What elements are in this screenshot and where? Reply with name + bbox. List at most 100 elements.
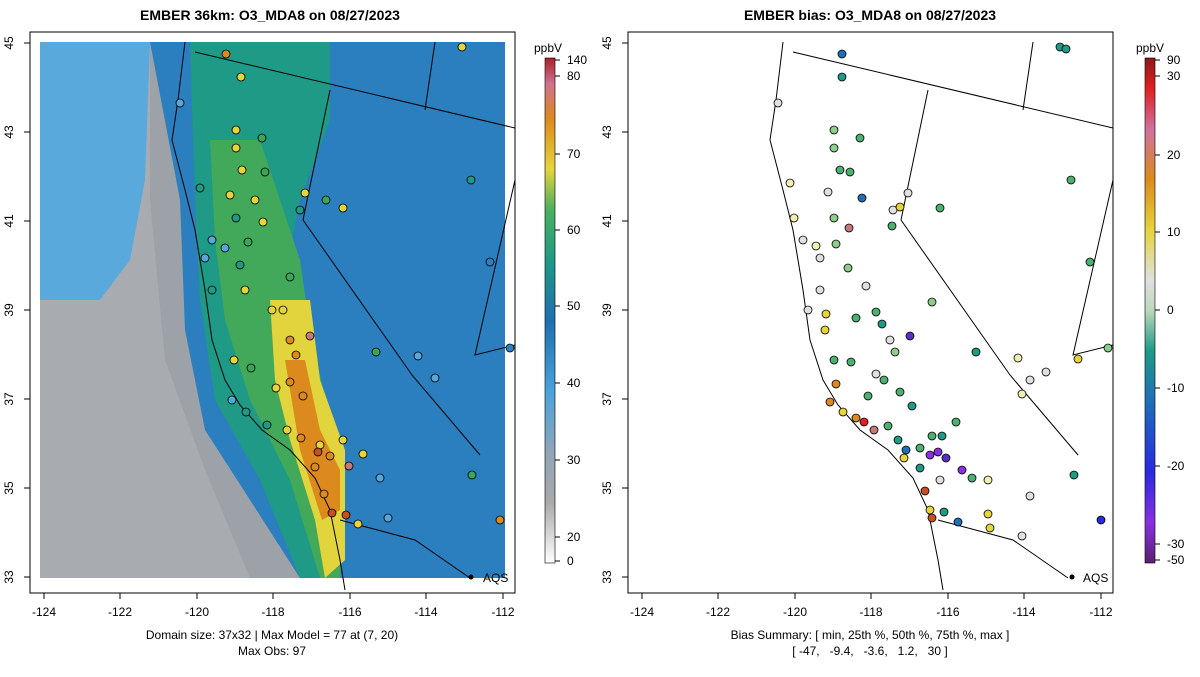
right-border-north xyxy=(792,51,1113,129)
obs-point xyxy=(278,305,288,315)
bias-point xyxy=(887,221,897,231)
obs-point xyxy=(296,433,306,443)
bias-point xyxy=(925,505,935,515)
bias-point xyxy=(837,49,847,59)
aqs-marker xyxy=(1069,574,1075,580)
bias-point xyxy=(773,98,783,108)
bias-point xyxy=(920,486,930,496)
y-tick-label: 37 xyxy=(600,392,614,406)
obs-point xyxy=(285,335,295,345)
y-tick-label: 45 xyxy=(2,36,16,50)
obs-point xyxy=(300,188,310,198)
bias-point xyxy=(1085,257,1095,267)
bias-point xyxy=(903,188,913,198)
bias-point xyxy=(798,235,808,245)
obs-point xyxy=(225,190,235,200)
bias-point xyxy=(983,509,993,519)
bias-point xyxy=(971,347,981,357)
bias-point xyxy=(901,445,911,455)
obs-point xyxy=(240,285,250,295)
obs-point xyxy=(285,377,295,387)
obs-point xyxy=(375,473,385,483)
y-tick-label: 43 xyxy=(600,125,614,139)
bias-point xyxy=(831,379,841,389)
model-grid-northwest-sea xyxy=(40,42,150,300)
x-tick-label: -124 xyxy=(32,605,56,619)
bias-point xyxy=(1041,367,1051,377)
bias-point xyxy=(1096,515,1106,525)
obs-point xyxy=(358,449,368,459)
bias-point xyxy=(1061,44,1071,54)
obs-point xyxy=(505,343,515,353)
bias-point xyxy=(820,325,830,335)
y-tick-label: 35 xyxy=(2,481,16,495)
obs-point xyxy=(325,451,335,461)
obs-point xyxy=(195,183,205,193)
obs-point xyxy=(260,167,270,177)
left-border-ca-nv xyxy=(302,219,481,456)
bias-point xyxy=(905,331,915,341)
bias-point xyxy=(935,475,945,485)
bias-point xyxy=(851,413,861,423)
x-tick-label: -122 xyxy=(706,605,730,619)
obs-point xyxy=(298,391,308,401)
bias-point xyxy=(844,223,854,233)
obs-point xyxy=(495,515,505,525)
bias-point xyxy=(1025,375,1035,385)
left-coastline xyxy=(171,41,346,591)
bias-point xyxy=(1017,389,1027,399)
x-tick-label: -124 xyxy=(630,605,654,619)
obs-point xyxy=(313,447,323,457)
colorbar-tick-label: 10 xyxy=(1167,225,1181,239)
obs-point xyxy=(237,165,247,175)
bias-point xyxy=(915,443,925,453)
model-grid-orange-core xyxy=(285,360,340,520)
obs-point xyxy=(467,470,477,480)
obs-point xyxy=(257,133,267,143)
y-tick-label: 37 xyxy=(2,392,16,406)
bias-point xyxy=(907,401,917,411)
obs-point xyxy=(353,519,363,529)
x-tick-label: -118 xyxy=(261,605,284,619)
left-footer-line1: Domain size: 37x32 | Max Model = 77 at (… xyxy=(146,628,398,642)
colorbar-tick-label: 0 xyxy=(1167,303,1174,317)
bias-point xyxy=(953,517,963,527)
bias-point xyxy=(835,165,845,175)
right-footer-line1: Bias Summary: [ min, 25th %, 50th %, 75t… xyxy=(731,628,1010,642)
obs-point xyxy=(236,72,246,82)
obs-point xyxy=(200,253,210,263)
bias-point xyxy=(899,453,909,463)
obs-point xyxy=(207,285,217,295)
colorbar-tick-label: 30 xyxy=(1167,69,1181,83)
y-tick-label: 41 xyxy=(600,214,614,228)
colorbar-tick-label: 0 xyxy=(567,554,574,568)
bias-point xyxy=(925,450,935,460)
right-border-idaho xyxy=(1022,41,1034,111)
right-footer-line2: [ -47, -9.4, -3.6, 1.2, 30 ] xyxy=(792,644,947,658)
obs-point xyxy=(262,420,272,430)
bias-point xyxy=(985,523,995,533)
colorbar-tick-label: 90 xyxy=(1167,53,1181,67)
obs-point xyxy=(371,347,381,357)
bias-point xyxy=(1103,343,1113,353)
bias-point xyxy=(855,133,865,143)
right-x-axis: -124 -122 -120 -118 -116 -114 -112 xyxy=(630,592,1113,619)
left-map: AQS xyxy=(29,31,516,594)
bias-point xyxy=(838,407,848,417)
obs-point xyxy=(250,195,260,205)
obs-point xyxy=(246,363,256,373)
obs-point xyxy=(327,508,337,518)
colorbar-tick-label: 20 xyxy=(1167,148,1181,162)
bias-point xyxy=(1013,353,1023,363)
bias-point xyxy=(859,417,869,427)
right-plot-frame xyxy=(627,31,1114,594)
right-coastline xyxy=(769,41,944,591)
left-panel-title: EMBER 36km: O3_MDA8 on 08/27/2023 xyxy=(140,7,400,23)
obs-point xyxy=(231,143,241,153)
obs-point xyxy=(413,351,423,361)
right-map: AQS xyxy=(627,31,1114,594)
x-tick-label: -122 xyxy=(108,605,132,619)
bias-point xyxy=(829,355,839,365)
right-y-axis: 33 35 37 39 41 43 45 xyxy=(600,36,629,584)
bias-point xyxy=(879,375,889,385)
